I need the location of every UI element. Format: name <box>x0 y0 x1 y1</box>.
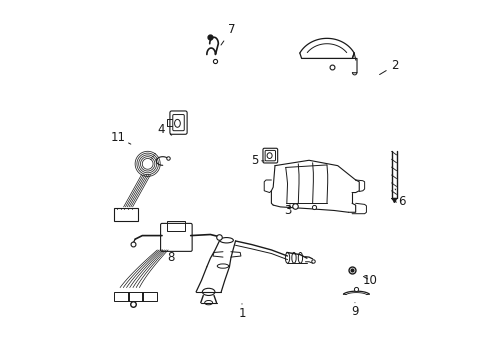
Text: 11: 11 <box>111 131 131 144</box>
Text: 9: 9 <box>350 303 358 319</box>
Text: 10: 10 <box>362 274 377 287</box>
Text: 7: 7 <box>221 23 235 45</box>
Text: 4: 4 <box>157 123 171 136</box>
Text: 5: 5 <box>251 154 264 167</box>
Text: 8: 8 <box>162 250 174 264</box>
Text: 3: 3 <box>283 204 291 217</box>
Text: 2: 2 <box>379 59 398 75</box>
Text: 6: 6 <box>394 189 405 208</box>
Text: 1: 1 <box>238 304 245 320</box>
